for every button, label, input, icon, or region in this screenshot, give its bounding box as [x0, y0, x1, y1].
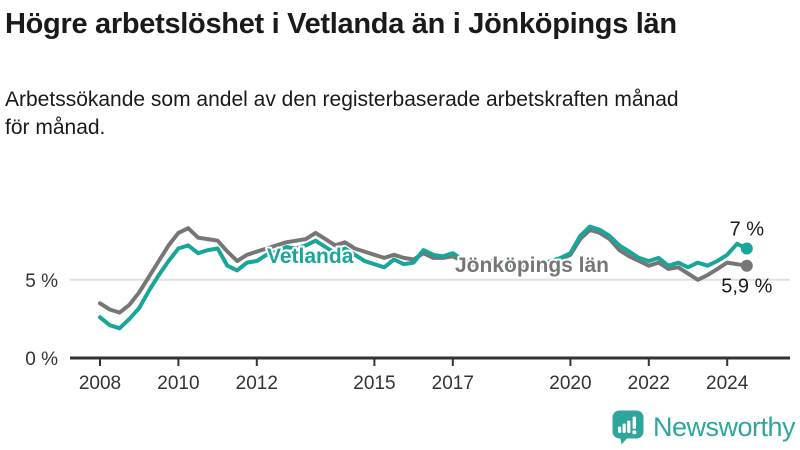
series-end-value-label: 7 % [730, 219, 765, 241]
series-inline-label: Vetlanda [267, 245, 354, 268]
series-end-value-label: 5,9 % [721, 276, 772, 298]
series-inline-label: Jönköpings län [455, 254, 609, 277]
x-axis-tick-label: 2012 [236, 373, 278, 394]
series-end-dot [740, 259, 753, 272]
x-axis-tick-label: 2022 [628, 373, 670, 394]
series-line [98, 226, 749, 315]
x-axis-tick-label: 2015 [353, 373, 395, 394]
x-axis-tick-label: 2008 [79, 373, 121, 394]
page-subtitle: Arbetssökande som andel av den registerb… [5, 88, 679, 139]
newsworthy-speech-bubble-chart-icon [612, 410, 644, 445]
x-axis-tick-label: 2024 [706, 373, 749, 394]
x-axis-tick-label: 2010 [157, 373, 199, 394]
newsworthy-wordmark: Newsworthy [652, 411, 796, 442]
y-axis-tick-label: 0 % [25, 349, 58, 370]
series-line [98, 224, 749, 331]
newsworthy-logo[interactable]: Newsworthy [611, 409, 796, 445]
x-axis-tick-label: 2020 [549, 373, 591, 394]
x-axis-tick-label: 2017 [432, 373, 474, 394]
unemployment-line-chart: 0 % 5 % 2008 2010 2012 2015 2017 2020 2022 2024 7 … [25, 219, 790, 394]
series-end-dot [740, 242, 753, 255]
page-title: Högre arbetslöshet i Vetlanda än i Jönkö… [5, 8, 677, 40]
y-axis-tick-label: 5 % [25, 271, 58, 292]
